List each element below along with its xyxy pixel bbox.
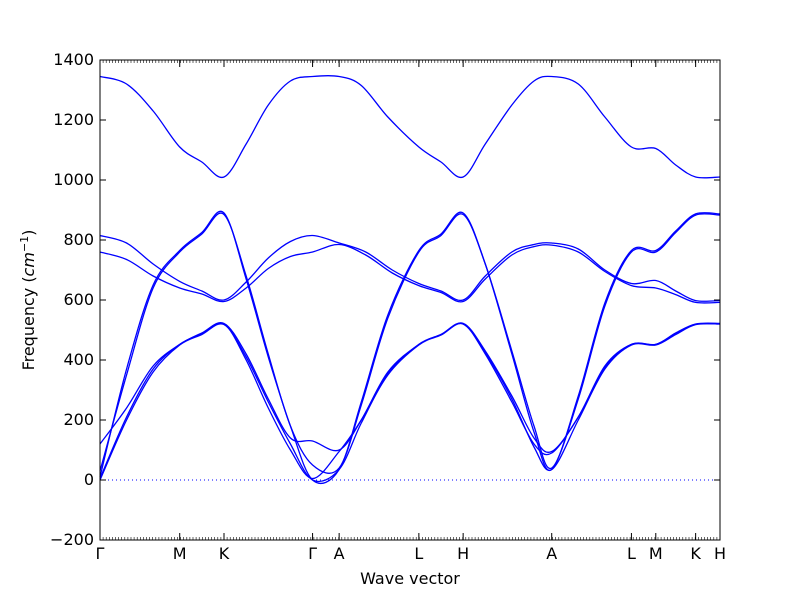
x-tick-label: Γ (308, 544, 317, 563)
y-tick-label: 1200 (53, 110, 94, 129)
y-tick-label: 600 (63, 290, 94, 309)
band-line-3 (99, 212, 721, 474)
x-tick-label: K (219, 544, 230, 563)
y-tick-label: 800 (63, 230, 94, 249)
y-axis-label-suffix: ) (19, 230, 38, 236)
x-tick-label: M (649, 544, 663, 563)
x-tick-label: Γ (96, 544, 105, 563)
band-line-2 (99, 210, 721, 484)
band-line-4 (99, 234, 721, 302)
plot-frame (99, 59, 721, 541)
band-line-6 (99, 322, 721, 453)
x-tick-label: L (414, 544, 423, 563)
x-tick-label: H (457, 544, 469, 563)
x-tick-label: A (546, 544, 557, 563)
y-axis-label-unit: cm (19, 252, 38, 276)
x-axis-label: Wave vector (360, 569, 460, 588)
y-tick-label: 200 (63, 410, 94, 429)
y-axis-ticks: −200 0 200 400 600 800 1000 1200 1400 (50, 50, 720, 549)
y-tick-label: 0 (84, 470, 94, 489)
x-tick-label: A (334, 544, 345, 563)
y-axis-label: Frequency (cm−1) (18, 230, 39, 371)
y-tick-label: 1000 (53, 170, 94, 189)
y-axis-label-prefix: Frequency ( (19, 276, 38, 370)
bands-layer (99, 74, 721, 484)
band-line-8 (99, 322, 721, 480)
band-line-1 (99, 74, 721, 179)
y-tick-label: −200 (50, 530, 94, 549)
y-tick-label: 400 (63, 350, 94, 369)
x-tick-label: L (627, 544, 636, 563)
y-tick-label: 1400 (53, 50, 94, 69)
band-line-5 (99, 243, 721, 304)
x-tick-label: H (714, 544, 726, 563)
x-tick-label: K (690, 544, 701, 563)
x-tick-label: M (173, 544, 187, 563)
y-axis-label-exponent: −1 (18, 236, 31, 252)
